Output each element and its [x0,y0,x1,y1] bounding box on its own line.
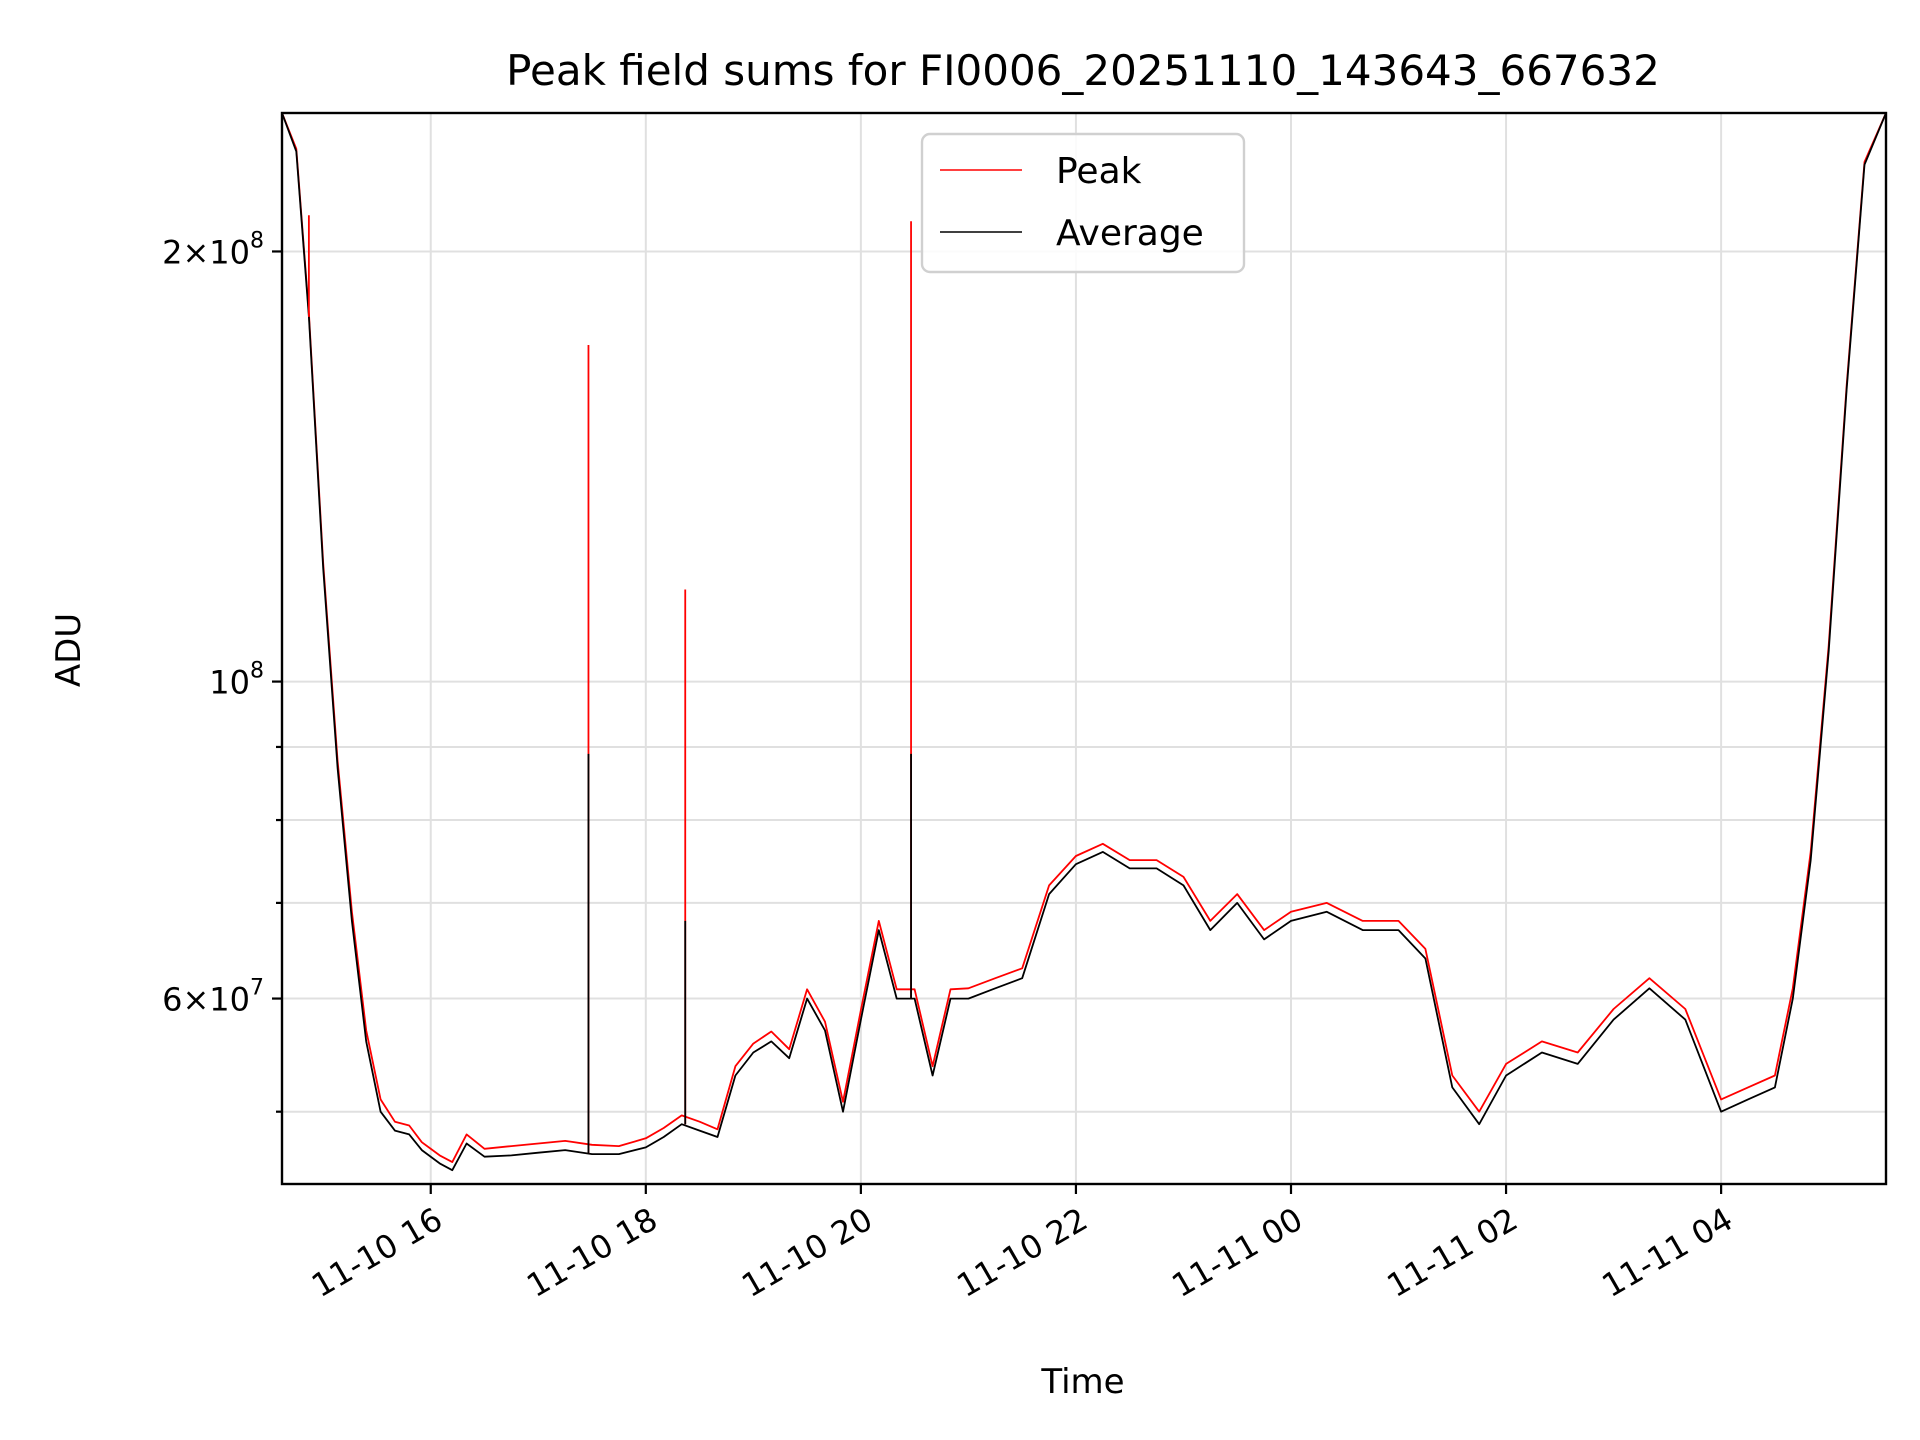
legend-box [920,132,1246,274]
x-axis-label: Time [1040,1362,1124,1402]
y-tick-label: 2×108 [162,228,264,271]
legend-label-peak: Peak [1056,151,1142,192]
y-tick-label: 108 [209,659,264,702]
y-axis: 2×108 108 6×107 [162,228,282,1113]
y-tick-label: 6×107 [162,976,264,1019]
series-line-peak [282,113,1886,1163]
plot-frame [280,111,1888,1186]
series-layer [282,113,1886,1172]
legend-label-average: Average [1056,213,1204,254]
legend: Peak Average [920,132,1246,274]
y-axis-label: ADU [49,613,89,687]
chart-title: Peak field sums for FI0006_20251110_1436… [506,46,1660,95]
plot-area [282,113,1886,1172]
grid [282,113,1886,1184]
series-line-average [282,113,1886,1172]
